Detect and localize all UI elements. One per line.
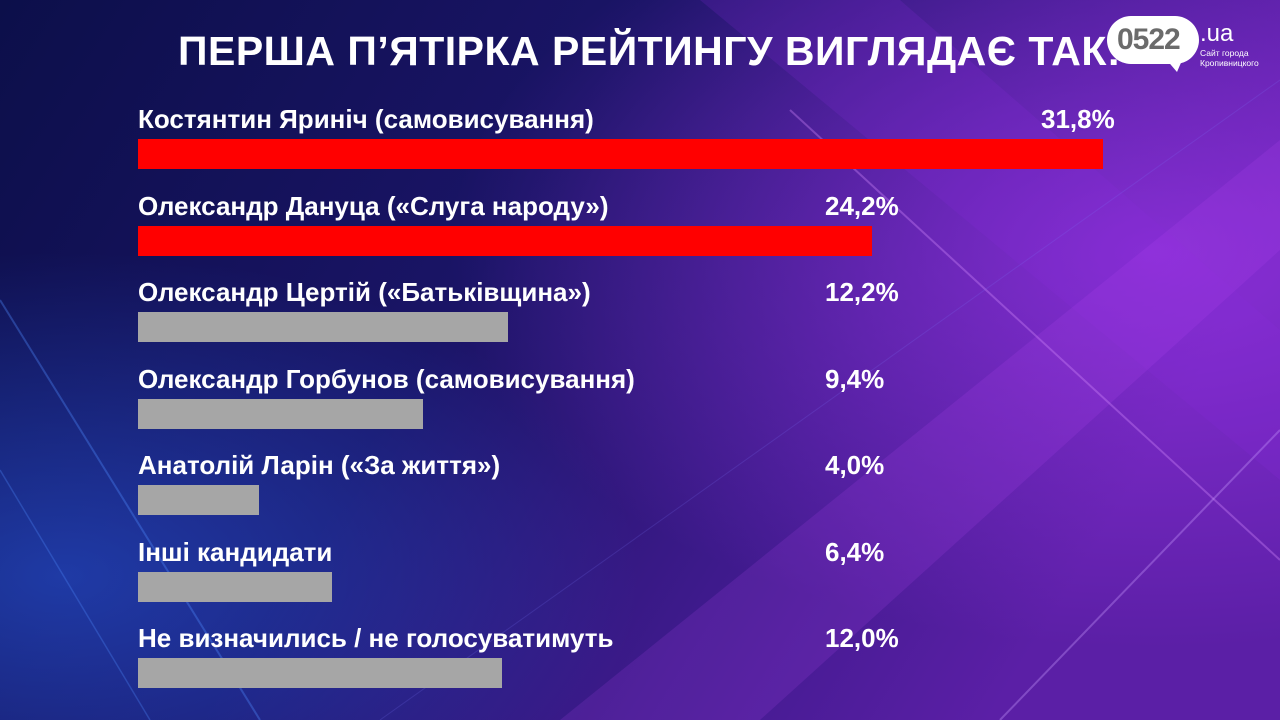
- category-label: Олександр Цертій («Батьківщина»): [138, 277, 591, 307]
- bar-row: Костянтин Яриніч (самовисування) 31,8%: [0, 104, 1280, 190]
- bar: [138, 398, 424, 429]
- bar: [138, 312, 509, 342]
- category-label: Не визначились / не голосуватимуть: [138, 623, 614, 653]
- value-label: 31,8%: [1041, 104, 1115, 134]
- value-label: 6,4%: [825, 536, 885, 567]
- category-label: Олександр Горбунов (самовисування): [138, 363, 635, 394]
- category-label: Олександр Дануца («Слуга народу»): [138, 190, 609, 221]
- bar-row: Олександр Дануца («Слуга народу») 24,2%: [0, 191, 1280, 277]
- bar-row: Анатолій Ларін («За життя») 4,0%: [0, 450, 1280, 536]
- value-label: 24,2%: [825, 190, 899, 221]
- value-label: 9,4%: [825, 363, 885, 394]
- logo-bubble-tail: [1165, 58, 1183, 72]
- bar: [138, 139, 1103, 169]
- bar: [138, 225, 873, 256]
- value-label: 12,2%: [825, 277, 899, 307]
- bar-row: Інші кандидати 6,4%: [0, 537, 1280, 623]
- category-label: Костянтин Яриніч (самовисування): [138, 104, 594, 134]
- category-label: Інші кандидати: [138, 536, 333, 567]
- value-label: 4,0%: [825, 450, 885, 480]
- bar-row: Олександр Цертій («Батьківщина») 12,2%: [0, 277, 1280, 363]
- bar: [138, 658, 503, 688]
- bar: [138, 571, 333, 602]
- bar-row: Олександр Горбунов (самовисування) 9,4%: [0, 364, 1280, 450]
- bar: [138, 485, 260, 515]
- logo-tagline: Сайт города Кропивницкого: [1200, 48, 1259, 68]
- logo-number: 0522: [1117, 23, 1181, 56]
- chart-title: ПЕРША П’ЯТІРКА РЕЙТИНГУ ВИГЛЯДАЄ ТАК:: [178, 28, 1122, 74]
- category-label: Анатолій Ларін («За життя»): [138, 450, 501, 480]
- bar-row: Не визначились / не голосуватимуть 12,0%: [0, 623, 1280, 709]
- value-label: 12,0%: [825, 623, 899, 653]
- site-logo[interactable]: 0522 .ua Сайт города Кропивницкого: [1107, 10, 1277, 76]
- logo-domain: .ua: [1200, 20, 1234, 47]
- logo-speech-bubble-icon: [1107, 16, 1199, 64]
